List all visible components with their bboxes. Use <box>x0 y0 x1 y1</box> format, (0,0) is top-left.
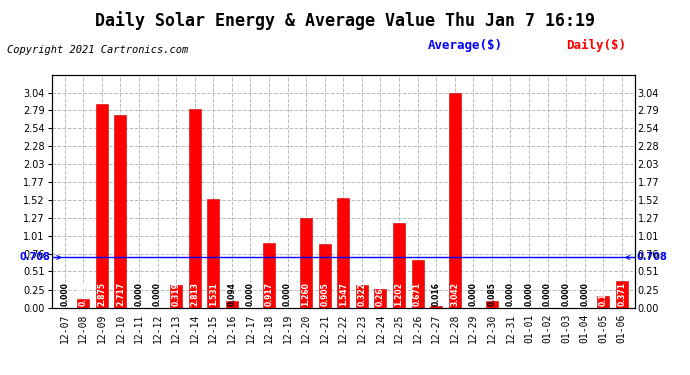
Text: 0.000: 0.000 <box>580 282 589 306</box>
Text: 0.708: 0.708 <box>626 252 667 262</box>
Bar <box>615 281 628 308</box>
Text: 0.371: 0.371 <box>618 282 627 306</box>
Text: 0.319: 0.319 <box>172 282 181 306</box>
Text: 0.016: 0.016 <box>432 282 441 306</box>
Text: 0.000: 0.000 <box>246 282 255 306</box>
Text: 0.000: 0.000 <box>469 282 477 306</box>
Text: 1.531: 1.531 <box>209 282 218 306</box>
Bar <box>300 219 312 308</box>
Text: 1.260: 1.260 <box>302 282 310 306</box>
Text: 0.000: 0.000 <box>153 282 162 306</box>
Bar <box>319 243 331 308</box>
Bar <box>337 198 349 308</box>
Text: 0.708: 0.708 <box>19 252 61 262</box>
Text: 0.160: 0.160 <box>599 282 608 306</box>
Text: 1.547: 1.547 <box>339 282 348 306</box>
Bar <box>375 289 386 308</box>
Text: 3.042: 3.042 <box>450 282 459 306</box>
Text: 0.085: 0.085 <box>487 282 496 306</box>
Text: Copyright 2021 Cartronics.com: Copyright 2021 Cartronics.com <box>7 45 188 55</box>
Text: 0.000: 0.000 <box>60 282 69 306</box>
Text: 0.671: 0.671 <box>413 282 422 306</box>
Bar <box>486 302 498 307</box>
Text: 0.124: 0.124 <box>79 282 88 306</box>
Text: 0.000: 0.000 <box>524 282 533 306</box>
Bar <box>393 222 405 308</box>
Bar <box>411 260 424 308</box>
Bar <box>226 301 238 307</box>
Text: 0.000: 0.000 <box>283 282 292 306</box>
Bar <box>77 299 89 307</box>
Text: 0.905: 0.905 <box>320 282 329 306</box>
Bar <box>356 285 368 308</box>
Bar <box>448 93 461 308</box>
Text: 2.813: 2.813 <box>190 282 199 306</box>
Text: 0.000: 0.000 <box>506 282 515 306</box>
Text: 0.322: 0.322 <box>357 282 366 306</box>
Text: Daily Solar Energy & Average Value Thu Jan 7 16:19: Daily Solar Energy & Average Value Thu J… <box>95 11 595 30</box>
Bar <box>96 104 108 308</box>
Text: 0.000: 0.000 <box>543 282 552 306</box>
Text: 0.264: 0.264 <box>376 282 385 306</box>
Bar <box>115 116 126 308</box>
Text: Average($): Average($) <box>428 39 503 53</box>
Text: 0.000: 0.000 <box>562 282 571 306</box>
Text: 2.875: 2.875 <box>97 282 106 306</box>
Bar <box>170 285 182 308</box>
Text: 2.717: 2.717 <box>116 282 125 306</box>
Text: 0.917: 0.917 <box>264 282 273 306</box>
Bar <box>207 199 219 308</box>
Bar <box>263 243 275 308</box>
Text: 0.094: 0.094 <box>228 282 237 306</box>
Text: 1.202: 1.202 <box>395 282 404 306</box>
Bar <box>430 306 442 308</box>
Text: 0.000: 0.000 <box>135 282 144 306</box>
Text: Daily($): Daily($) <box>566 39 626 53</box>
Bar <box>598 296 609 307</box>
Bar <box>188 109 201 308</box>
